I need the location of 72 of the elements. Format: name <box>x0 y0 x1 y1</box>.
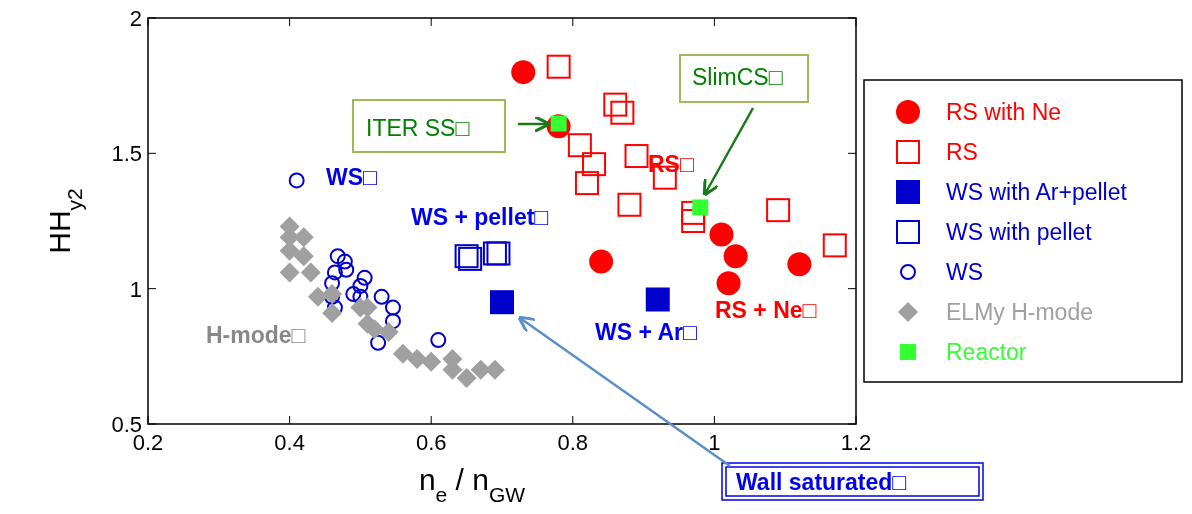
point <box>490 290 514 315</box>
annotation: WS + pellet□ <box>411 204 549 230</box>
text: Wall saturated□ <box>736 469 907 495</box>
point <box>338 261 355 278</box>
point <box>384 299 401 316</box>
point <box>336 253 353 270</box>
legend-label: Reactor <box>946 339 1027 365</box>
x-tick-label: 1 <box>708 430 721 455</box>
x-tick-label: 1.2 <box>840 430 872 455</box>
point <box>589 249 614 274</box>
point <box>430 332 447 349</box>
point <box>567 133 592 158</box>
point <box>326 264 343 281</box>
point <box>384 313 401 330</box>
point <box>456 367 477 388</box>
point <box>470 359 491 380</box>
point <box>681 200 706 225</box>
annotation: RS□ <box>648 151 694 177</box>
point <box>723 244 748 269</box>
point <box>300 262 321 283</box>
point <box>407 349 428 370</box>
y-tick-label: 2 <box>129 6 142 31</box>
legend-label: RS with Ne <box>946 99 1062 125</box>
point <box>378 321 399 342</box>
x-tick-label: 0.8 <box>557 430 589 455</box>
x-tick-label: 0.6 <box>415 430 447 455</box>
point <box>624 144 649 169</box>
annotation: ITER SS□ <box>366 115 470 141</box>
legend-label: ELMy H-mode <box>946 299 1093 325</box>
point <box>307 286 328 307</box>
point <box>511 60 536 85</box>
point <box>681 209 706 233</box>
point <box>546 54 571 79</box>
point <box>356 269 373 286</box>
y-tick-label: 1 <box>129 276 142 302</box>
point <box>582 152 607 177</box>
y-tick-label: 1.5 <box>111 141 142 167</box>
legend-label: WS with pellet <box>946 219 1093 245</box>
point <box>370 334 387 351</box>
annotation: RS + Ne□ <box>715 297 817 323</box>
point <box>574 171 599 196</box>
point <box>610 100 635 125</box>
point <box>279 262 300 283</box>
point <box>421 351 442 372</box>
annotation: SlimCS□ <box>692 64 783 90</box>
annotation: H-mode□ <box>206 322 306 348</box>
point <box>617 192 642 217</box>
point <box>822 233 847 258</box>
point <box>766 198 791 223</box>
point <box>345 286 362 303</box>
point <box>352 277 369 294</box>
annotation: WS□ <box>326 164 378 190</box>
point <box>392 343 413 364</box>
point <box>373 288 390 305</box>
point <box>787 252 812 277</box>
point <box>293 227 314 248</box>
point <box>352 288 369 305</box>
point <box>709 222 734 247</box>
legend-label: WS with Ar+pellet <box>946 179 1128 205</box>
point <box>322 303 343 324</box>
legend-label: RS <box>946 139 978 165</box>
x-axis-title: n$_{e}$ / n$_{GW}$ <box>418 463 526 506</box>
point <box>324 275 341 292</box>
point <box>329 248 346 265</box>
point <box>288 172 305 189</box>
point <box>603 92 628 117</box>
legend-label: WS <box>946 259 984 285</box>
point <box>645 287 670 312</box>
point <box>716 271 741 296</box>
point <box>293 246 314 267</box>
annotation: WS + Ar□ <box>595 319 697 345</box>
x-tick-label: 0.4 <box>274 430 305 455</box>
